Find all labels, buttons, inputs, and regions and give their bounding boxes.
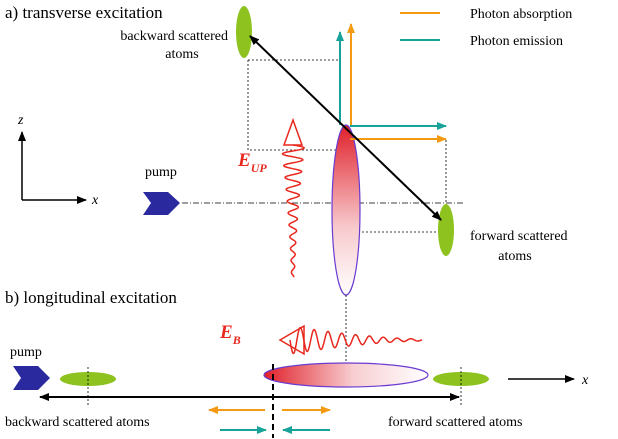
backward-atoms: [236, 6, 252, 58]
axis-label: z: [17, 113, 24, 128]
diagram: a) transverse excitation Photon absorpti…: [0, 0, 618, 439]
backward-label: backward scattered: [120, 29, 228, 44]
field-wave: [290, 328, 422, 354]
legend-label: Photon absorption: [470, 7, 572, 22]
forward-atoms: [438, 204, 454, 256]
forward-label: forward scattered: [470, 229, 568, 244]
field-symbol: E: [237, 150, 251, 171]
legend-label: Photon emission: [470, 34, 563, 49]
pump-arrow: [13, 366, 50, 390]
page: { "panel_a": { "title": "a) transverse e…: [0, 0, 618, 439]
guide-line: [346, 140, 446, 232]
field-label: EB: [219, 322, 241, 347]
backward-label: atoms: [165, 47, 198, 62]
axis-label: x: [91, 193, 99, 208]
field-label: EUP: [237, 150, 267, 175]
backward-label: backward scattered atoms: [5, 415, 150, 430]
pump-label: pump: [10, 345, 42, 360]
atom-cloud: [332, 125, 360, 295]
field-symbol: E: [219, 322, 233, 343]
field-wave: [283, 145, 305, 277]
forward-label: forward scattered atoms: [388, 415, 523, 430]
guide-line: [248, 60, 346, 150]
pump-label: pump: [145, 165, 177, 180]
field-subscript: UP: [251, 161, 268, 175]
field-arrowhead: [284, 120, 302, 145]
panel-a-title: a) transverse excitation: [5, 3, 163, 22]
field-subscript: B: [232, 333, 241, 347]
panel-b-title: b) longitudinal excitation: [5, 288, 177, 307]
forward-label: atoms: [498, 249, 531, 264]
atom-cloud: [264, 363, 428, 387]
axis-label: x: [581, 373, 589, 388]
pump-arrow: [143, 192, 180, 215]
